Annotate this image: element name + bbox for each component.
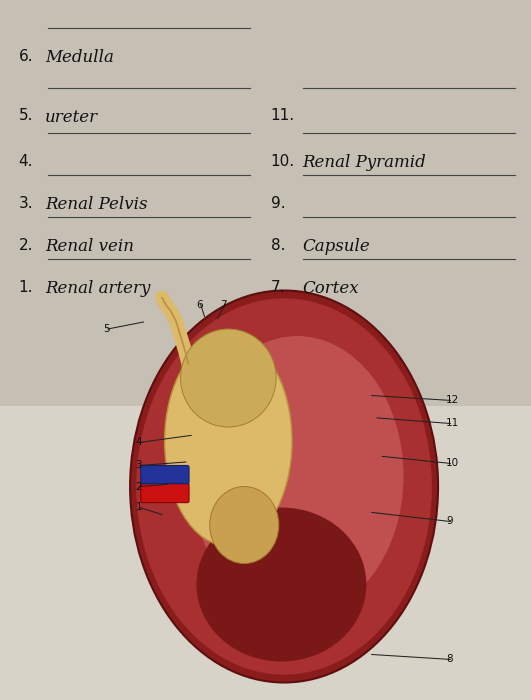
Ellipse shape — [191, 336, 404, 616]
Ellipse shape — [130, 290, 438, 682]
Text: 1: 1 — [135, 503, 142, 512]
Bar — [0, 0, 531, 406]
Text: Cortex: Cortex — [303, 280, 359, 297]
Text: 6.: 6. — [19, 49, 33, 64]
Text: 2.: 2. — [19, 238, 33, 253]
Bar — [0, 406, 531, 700]
Ellipse shape — [210, 486, 279, 564]
Text: Renal Pyramid: Renal Pyramid — [303, 154, 426, 171]
Text: 7.: 7. — [271, 280, 285, 295]
Text: 2: 2 — [135, 482, 142, 491]
Text: Capsule: Capsule — [303, 238, 371, 255]
Ellipse shape — [165, 336, 292, 546]
Text: 5: 5 — [104, 324, 110, 334]
Ellipse shape — [136, 298, 432, 675]
Text: 9: 9 — [446, 517, 452, 526]
FancyBboxPatch shape — [141, 466, 189, 484]
Text: 3: 3 — [135, 461, 142, 470]
Text: Renal vein: Renal vein — [45, 238, 134, 255]
Text: 1.: 1. — [19, 280, 33, 295]
Text: 5.: 5. — [19, 108, 33, 123]
Text: 7: 7 — [220, 300, 227, 309]
Text: 12: 12 — [446, 395, 459, 405]
Text: 11: 11 — [446, 419, 459, 428]
Text: Medulla: Medulla — [45, 49, 114, 66]
Text: 8.: 8. — [271, 238, 285, 253]
Text: Renal Pelvis: Renal Pelvis — [45, 196, 148, 213]
Text: 3.: 3. — [19, 196, 33, 211]
Text: 8: 8 — [446, 654, 452, 664]
Text: Renal artery: Renal artery — [45, 280, 150, 297]
Text: 11.: 11. — [271, 108, 295, 123]
Ellipse shape — [181, 329, 276, 427]
Text: 10: 10 — [446, 458, 459, 468]
Ellipse shape — [196, 508, 366, 662]
Text: 6: 6 — [196, 300, 203, 309]
Text: 9.: 9. — [271, 196, 286, 211]
FancyBboxPatch shape — [141, 483, 189, 503]
Text: 10.: 10. — [271, 154, 295, 169]
Text: ureter: ureter — [45, 108, 98, 125]
Text: 4.: 4. — [19, 154, 33, 169]
Text: 4: 4 — [135, 438, 142, 447]
